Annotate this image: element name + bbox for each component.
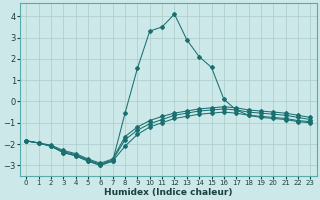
X-axis label: Humidex (Indice chaleur): Humidex (Indice chaleur) [104,188,233,197]
